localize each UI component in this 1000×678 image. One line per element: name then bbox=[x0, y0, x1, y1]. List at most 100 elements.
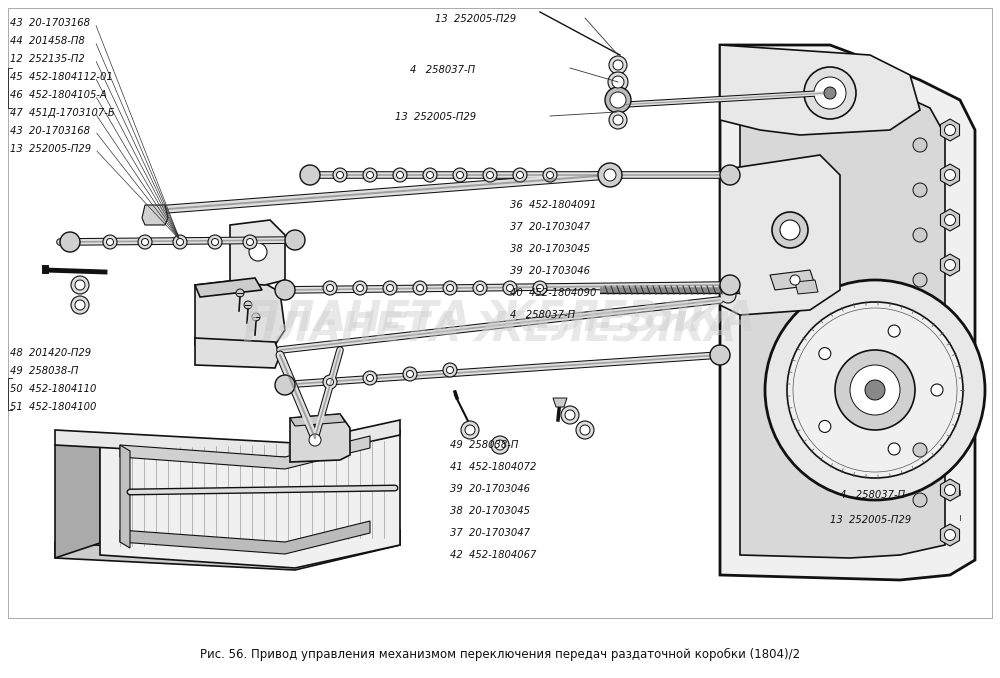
Text: 45  452-1804112-01: 45 452-1804112-01 bbox=[10, 72, 113, 82]
Circle shape bbox=[366, 374, 374, 382]
Circle shape bbox=[888, 443, 900, 455]
Circle shape bbox=[765, 280, 985, 500]
Polygon shape bbox=[230, 220, 285, 285]
Polygon shape bbox=[55, 420, 400, 458]
Circle shape bbox=[944, 125, 956, 136]
Circle shape bbox=[804, 67, 856, 119]
Text: 50  452-1804110: 50 452-1804110 bbox=[10, 384, 96, 394]
Circle shape bbox=[413, 281, 427, 295]
Text: 12  252135-П2: 12 252135-П2 bbox=[10, 54, 85, 64]
Circle shape bbox=[546, 172, 554, 178]
Circle shape bbox=[176, 239, 184, 245]
Circle shape bbox=[453, 168, 467, 182]
Polygon shape bbox=[55, 530, 400, 570]
Circle shape bbox=[75, 300, 85, 310]
Circle shape bbox=[720, 275, 740, 295]
Circle shape bbox=[309, 434, 321, 446]
Circle shape bbox=[323, 375, 337, 389]
Circle shape bbox=[477, 285, 484, 292]
Text: 43  20-1703168: 43 20-1703168 bbox=[10, 126, 90, 136]
Circle shape bbox=[396, 172, 404, 178]
Text: 39  20-1703046: 39 20-1703046 bbox=[510, 266, 590, 276]
Circle shape bbox=[386, 285, 394, 292]
Text: Рис. 56. Привод управления механизмом переключения передач раздаточной коробки (: Рис. 56. Привод управления механизмом пе… bbox=[200, 648, 800, 661]
Circle shape bbox=[75, 280, 85, 290]
Text: 13  252005-П29: 13 252005-П29 bbox=[395, 112, 476, 122]
Circle shape bbox=[244, 301, 252, 309]
Text: 51  452-1804100: 51 452-1804100 bbox=[10, 402, 96, 412]
Circle shape bbox=[913, 493, 927, 507]
Polygon shape bbox=[940, 524, 960, 546]
Circle shape bbox=[598, 163, 622, 187]
Circle shape bbox=[356, 285, 364, 292]
Circle shape bbox=[236, 289, 244, 297]
Circle shape bbox=[944, 170, 956, 180]
Circle shape bbox=[443, 363, 457, 377]
Text: 42  452-1804067: 42 452-1804067 bbox=[450, 550, 536, 560]
Circle shape bbox=[503, 281, 517, 295]
Circle shape bbox=[536, 285, 544, 292]
Text: 13  252005-П29: 13 252005-П29 bbox=[10, 144, 91, 154]
Circle shape bbox=[814, 77, 846, 109]
Polygon shape bbox=[770, 270, 815, 290]
Circle shape bbox=[507, 285, 514, 292]
Circle shape bbox=[819, 420, 831, 433]
Circle shape bbox=[246, 239, 254, 245]
Text: 38  20-1703045: 38 20-1703045 bbox=[510, 244, 590, 254]
Circle shape bbox=[106, 239, 114, 245]
Circle shape bbox=[326, 285, 334, 292]
Circle shape bbox=[888, 325, 900, 337]
Polygon shape bbox=[720, 45, 975, 580]
Circle shape bbox=[495, 440, 505, 450]
Circle shape bbox=[323, 281, 337, 295]
Circle shape bbox=[465, 425, 475, 435]
Circle shape bbox=[944, 485, 956, 496]
Text: 41  452-1804072: 41 452-1804072 bbox=[450, 462, 536, 472]
Text: 38  20-1703045: 38 20-1703045 bbox=[450, 506, 530, 516]
Circle shape bbox=[446, 367, 454, 374]
Circle shape bbox=[513, 168, 527, 182]
Circle shape bbox=[609, 111, 627, 129]
Circle shape bbox=[944, 260, 956, 271]
Text: ПЛАНЕТА ЖЕЛЕЗЯКА: ПЛАНЕТА ЖЕЛЕЗЯКА bbox=[243, 310, 737, 350]
Circle shape bbox=[486, 172, 494, 178]
Circle shape bbox=[931, 384, 943, 396]
Polygon shape bbox=[120, 445, 130, 548]
Circle shape bbox=[780, 220, 800, 240]
Text: 43  20-1703168: 43 20-1703168 bbox=[10, 18, 90, 28]
Circle shape bbox=[576, 421, 594, 439]
Circle shape bbox=[561, 406, 579, 424]
Text: 46  452-1804105-А: 46 452-1804105-А bbox=[10, 90, 107, 100]
Circle shape bbox=[275, 280, 295, 300]
Polygon shape bbox=[940, 119, 960, 141]
Circle shape bbox=[353, 281, 367, 295]
Text: 49  258038-П: 49 258038-П bbox=[10, 366, 78, 376]
Circle shape bbox=[913, 183, 927, 197]
Circle shape bbox=[249, 243, 267, 261]
Polygon shape bbox=[55, 440, 100, 558]
Circle shape bbox=[483, 168, 497, 182]
Circle shape bbox=[252, 313, 260, 321]
Circle shape bbox=[565, 410, 575, 420]
Text: ПЛАНЕТА ЖЕЛЕЗЯКА: ПЛАНЕТА ЖЕЛЕЗЯКА bbox=[245, 299, 755, 341]
Circle shape bbox=[835, 350, 915, 430]
Text: 4   258037-П: 4 258037-П bbox=[510, 310, 575, 320]
Circle shape bbox=[71, 276, 89, 294]
Circle shape bbox=[71, 296, 89, 314]
Polygon shape bbox=[120, 436, 370, 469]
Circle shape bbox=[613, 115, 623, 125]
Polygon shape bbox=[195, 278, 285, 350]
Text: 4   258037-П: 4 258037-П bbox=[410, 65, 475, 75]
Circle shape bbox=[473, 281, 487, 295]
Circle shape bbox=[423, 168, 437, 182]
Circle shape bbox=[612, 76, 624, 88]
Circle shape bbox=[285, 230, 305, 250]
Polygon shape bbox=[8, 8, 992, 618]
Circle shape bbox=[944, 530, 956, 540]
Circle shape bbox=[944, 214, 956, 226]
Circle shape bbox=[604, 169, 616, 181]
Circle shape bbox=[406, 370, 414, 378]
Circle shape bbox=[363, 168, 377, 182]
Circle shape bbox=[416, 285, 424, 292]
Circle shape bbox=[173, 235, 187, 249]
